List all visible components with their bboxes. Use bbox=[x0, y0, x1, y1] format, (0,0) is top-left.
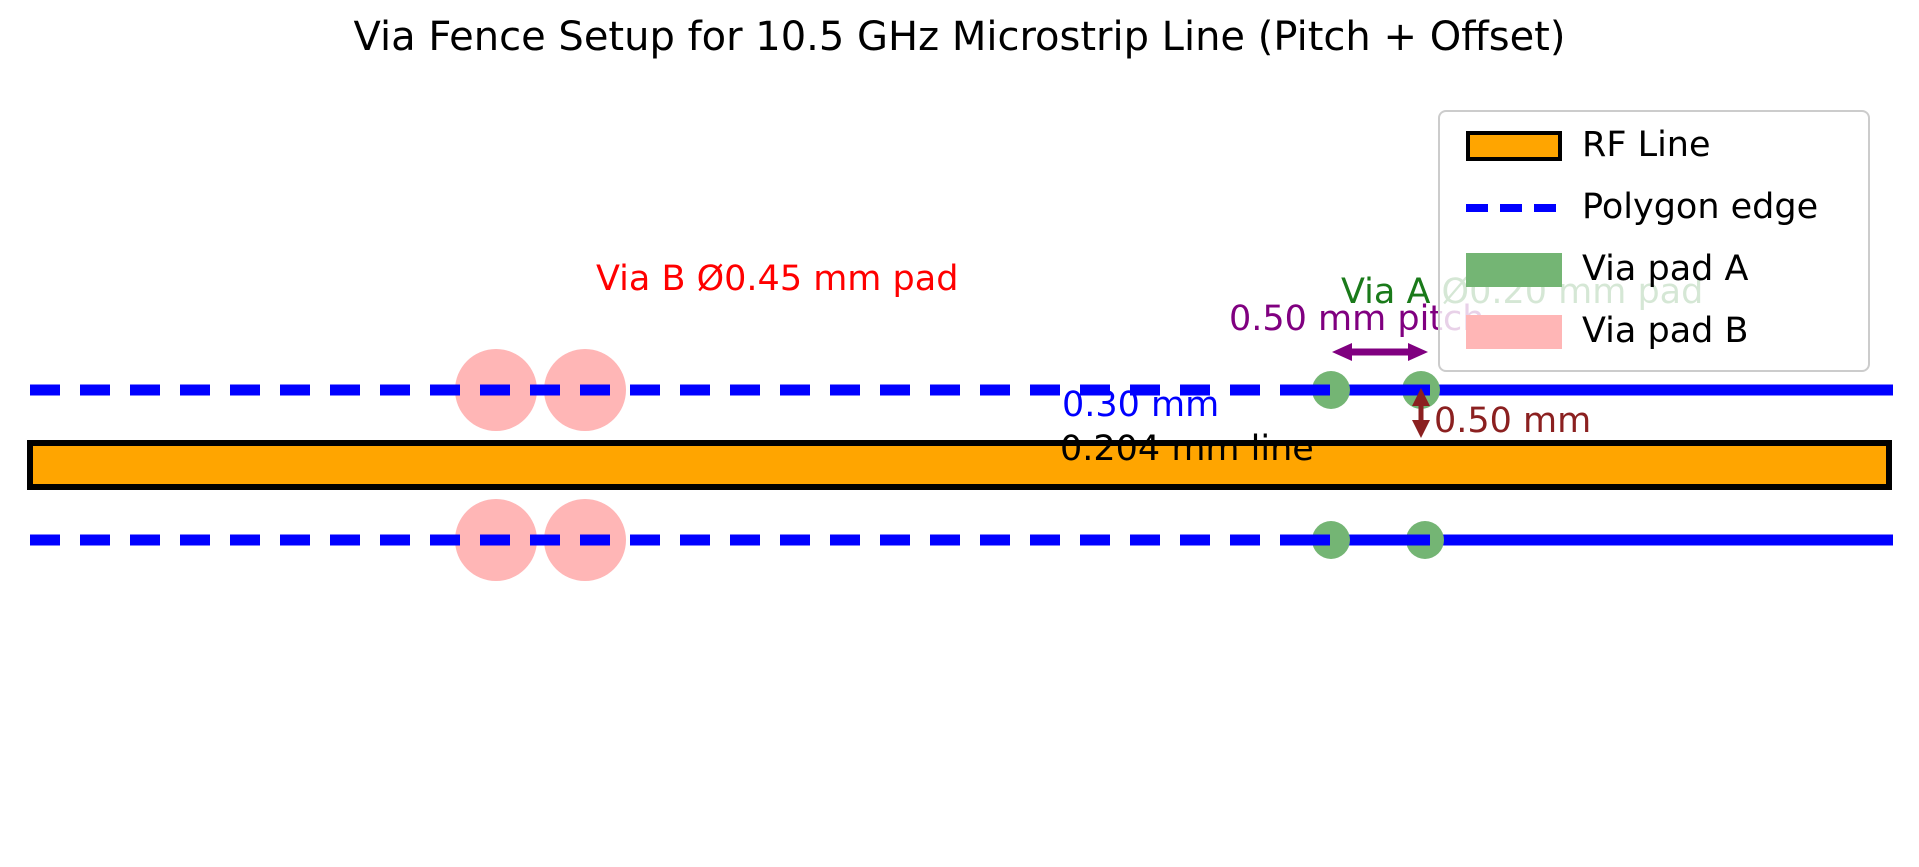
pitch-arrow bbox=[1332, 343, 1428, 361]
legend-label-via-pad-a: Via pad A bbox=[1582, 249, 1749, 289]
offset-annotation: 0.50 mm bbox=[1434, 401, 1592, 441]
rf-line-rect bbox=[27, 440, 1892, 490]
legend-item-polygon-edge[interactable]: Polygon edge bbox=[1440, 182, 1868, 234]
legend: RF Line Polygon edge Via pad A Via pad B bbox=[1438, 110, 1870, 372]
via-pad-a-swatch bbox=[1466, 244, 1562, 296]
via-pad-b-swatch bbox=[1466, 306, 1562, 358]
legend-item-via-pad-b[interactable]: Via pad B bbox=[1440, 306, 1868, 358]
via-pad-a bbox=[1312, 371, 1350, 409]
polygon-edge-dash-swatch bbox=[1466, 182, 1562, 234]
legend-item-via-pad-a[interactable]: Via pad A bbox=[1440, 244, 1868, 296]
rf-line-swatch bbox=[1466, 120, 1562, 172]
via-pad-a bbox=[1312, 521, 1350, 559]
legend-label-via-pad-b: Via pad B bbox=[1582, 311, 1749, 351]
page-title: Via Fence Setup for 10.5 GHz Microstrip … bbox=[353, 14, 1566, 60]
offset-arrow bbox=[1412, 388, 1430, 438]
legend-item-rf-line[interactable]: RF Line bbox=[1440, 120, 1868, 172]
line-width-annotation: 0.204 mm line bbox=[1060, 429, 1314, 469]
via-b-pad-annotation: Via B Ø0.45 mm pad bbox=[596, 259, 959, 299]
legend-label-rf-line: RF Line bbox=[1582, 125, 1711, 165]
edge-gap-annotation: 0.30 mm bbox=[1062, 385, 1220, 425]
legend-label-polygon-edge: Polygon edge bbox=[1582, 187, 1819, 227]
